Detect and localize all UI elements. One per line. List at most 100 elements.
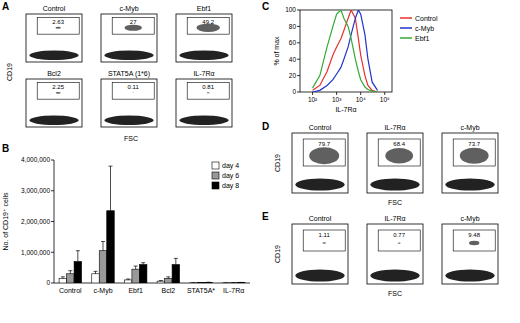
axis-label: FSC: [388, 199, 402, 206]
plot-title: c-Myb: [460, 124, 479, 132]
legend-label: Control: [415, 15, 438, 22]
y-tick: [51, 252, 54, 253]
x-axis: [54, 283, 250, 284]
y-tick: [51, 283, 54, 284]
error-cap: [101, 241, 105, 242]
plot-frame: [101, 14, 157, 62]
series-line: [313, 10, 378, 92]
negative-population: [295, 179, 344, 191]
panel-letter: B: [2, 143, 9, 154]
error-stem: [110, 166, 111, 211]
legend-swatch: [212, 162, 219, 169]
error-cap: [94, 271, 98, 272]
gate-percent: 9.48: [468, 232, 480, 238]
error-cap: [207, 282, 211, 283]
y-tick-label: 20: [289, 72, 297, 79]
gate-percent: 0.77: [393, 232, 405, 238]
error-bar: [159, 280, 163, 282]
error-bar: [199, 282, 203, 283]
bar: [107, 211, 115, 283]
gated-population: [469, 241, 479, 246]
bars: [59, 166, 245, 283]
y-tick: [51, 221, 54, 222]
legend-label: day 4: [222, 162, 239, 170]
gated-population: [133, 92, 134, 93]
gate: [187, 82, 229, 99]
y-tick-label: 4,000,000: [21, 156, 50, 163]
gate: [37, 82, 79, 99]
x-tick-label: IL-7Rα: [223, 287, 244, 294]
y-tick: [297, 59, 300, 60]
plot-frame: [442, 224, 498, 284]
y-tick: [297, 26, 300, 27]
error-stem: [95, 271, 96, 273]
y-tick: [297, 92, 300, 93]
legend-line: [400, 37, 412, 39]
error-bar: [94, 271, 98, 273]
plot-frame: [367, 133, 423, 193]
x-tick-label: Bcl2: [162, 287, 176, 294]
error-bar: [192, 282, 196, 283]
gated-population: [56, 92, 61, 94]
plot-title: c-Myb: [460, 215, 479, 223]
plot-title: Control: [309, 215, 332, 222]
x-tick-label: 10⁴: [356, 96, 366, 103]
error-bar: [141, 263, 145, 265]
plot-frame: [300, 10, 392, 92]
y-tick: [51, 190, 54, 191]
legend-swatch: [212, 182, 219, 189]
plot-frame: [176, 79, 232, 127]
plot-title: Ebf1: [197, 5, 212, 12]
legend-line: [400, 27, 412, 29]
gate-percent: 73.7: [468, 141, 480, 147]
error-bar: [134, 266, 138, 269]
error-stem: [175, 258, 176, 264]
error-cap: [174, 258, 178, 259]
negative-population: [445, 270, 494, 282]
error-bar: [224, 282, 228, 283]
panel-letter: E: [262, 211, 269, 222]
error-bar: [61, 277, 65, 279]
bar: [197, 282, 205, 283]
gate-percent: 79.7: [318, 141, 330, 147]
gate-percent: 27: [130, 19, 137, 25]
error-cap: [76, 250, 80, 251]
y-tick: [51, 160, 54, 161]
error-bar: [207, 282, 211, 283]
error-cap: [126, 279, 130, 280]
y-tick: [297, 10, 300, 11]
bar: [165, 278, 173, 283]
gated-population: [207, 92, 210, 93]
axis-label: % of max: [273, 36, 280, 66]
axis-label: CD19: [274, 245, 281, 263]
x-tick-label: STAT5A*: [187, 287, 215, 294]
plot-frame: [442, 133, 498, 193]
error-bar: [239, 282, 243, 283]
x-tick-label: Control: [59, 287, 82, 294]
flow-panel: CD19FSCControl79.7IL-7Rα68.4c-Myb73.7: [274, 124, 498, 206]
gate-percent: 0.11: [128, 84, 140, 90]
bar: [205, 282, 213, 283]
error-bar: [232, 282, 236, 283]
gated-population: [385, 148, 413, 164]
gate-percent: 2.25: [52, 84, 64, 90]
y-tick-label: 100: [285, 6, 296, 13]
plot-frame: [292, 133, 348, 193]
gate-percent: 68.4: [393, 141, 405, 147]
legend-label: day 6: [222, 172, 239, 180]
error-cap: [224, 282, 228, 283]
negative-population: [295, 270, 344, 282]
gated-population: [55, 27, 60, 29]
x-tick-label: c-Myb: [93, 287, 112, 295]
error-stem: [70, 271, 71, 274]
panel-letter: D: [262, 121, 269, 132]
legend-label: c-Myb: [415, 25, 434, 33]
plot-title: Control: [309, 124, 332, 131]
plot-title: IL-7Rα: [384, 124, 405, 131]
y-tick-label: 80: [289, 23, 297, 30]
error-bar: [126, 279, 130, 281]
axis-label: No. of CD19⁺ cells: [2, 192, 9, 251]
plot-frame: [26, 79, 82, 127]
axis-label: FSC: [124, 135, 138, 142]
flow-panel: CD19FSCControl2.63c-Myb27Ebf149.2Bcl22.2…: [6, 5, 232, 142]
